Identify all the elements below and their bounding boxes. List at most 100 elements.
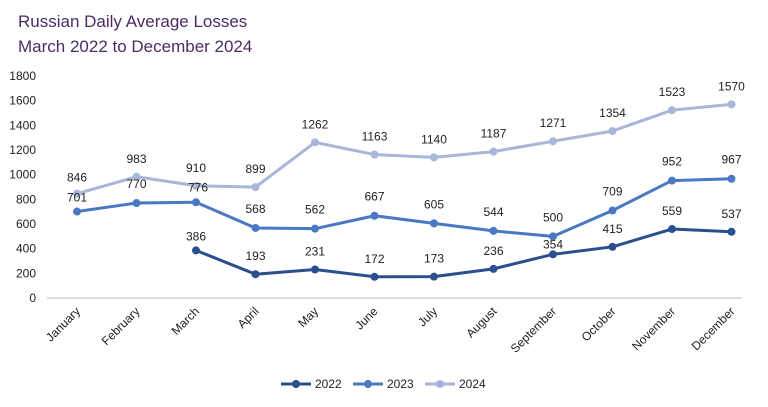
data-point-2024 <box>430 153 438 162</box>
data-point-2023 <box>430 219 438 228</box>
data-point-2024 <box>727 100 736 109</box>
series-line-2023 <box>76 177 732 238</box>
series-line-2024 <box>76 102 732 196</box>
legend-item-2022: 2022 <box>281 377 342 391</box>
data-point-2023 <box>608 206 617 215</box>
data-label-2022: 193 <box>245 249 265 263</box>
x-tick-label: August <box>463 304 500 341</box>
legend: 2022 2023 2024 <box>281 377 486 391</box>
y-tick-label: 0 <box>29 291 36 305</box>
chart-title: Russian Daily Average Losses <box>18 12 248 31</box>
data-point-2023 <box>192 198 200 207</box>
data-label-2022: 231 <box>305 245 325 259</box>
x-tick-label: July <box>415 304 440 329</box>
legend-label: 2022 <box>315 377 342 391</box>
data-point-2022 <box>311 265 319 274</box>
data-label-2023: 952 <box>662 155 682 169</box>
data-label-2024: 1523 <box>659 85 686 99</box>
data-label-2023: 544 <box>483 205 503 219</box>
x-tick-label: September <box>508 304 559 355</box>
data-point-2023 <box>668 176 676 185</box>
data-point-2023 <box>489 226 498 235</box>
legend-item-2024: 2024 <box>425 377 486 391</box>
data-point-2024 <box>608 127 617 136</box>
data-label-2023: 709 <box>602 185 622 199</box>
legend-swatch-marker <box>364 380 372 388</box>
data-point-2022 <box>430 272 438 281</box>
data-point-2022 <box>192 246 200 255</box>
data-label-2022: 537 <box>721 207 741 221</box>
data-label-2024: 1140 <box>421 132 447 146</box>
data-point-2023 <box>251 223 260 232</box>
data-label-2022: 386 <box>186 229 206 243</box>
data-label-2024: 1570 <box>718 79 745 93</box>
chart-subtitle: March 2022 to December 2024 <box>18 37 253 56</box>
data-point-2023 <box>370 211 379 220</box>
data-label-2024: 846 <box>67 171 87 185</box>
data-label-2022: 236 <box>483 244 503 258</box>
data-label-2022: 173 <box>424 252 444 266</box>
legend-item-2023: 2023 <box>353 377 414 391</box>
y-tick-label: 800 <box>16 192 36 206</box>
data-label-2023: 770 <box>126 177 146 191</box>
data-label-2024: 1262 <box>302 117 329 131</box>
data-point-2024 <box>549 137 557 146</box>
data-point-2024 <box>311 138 319 147</box>
data-point-2024 <box>73 189 81 198</box>
data-label-2023: 605 <box>424 197 444 211</box>
data-point-2022 <box>608 242 617 251</box>
y-tick-label: 200 <box>16 266 36 280</box>
data-label-2024: 1354 <box>599 106 626 120</box>
data-label-2024: 899 <box>245 162 265 176</box>
y-tick-label: 600 <box>16 217 36 231</box>
data-label-2024: 1187 <box>481 127 507 141</box>
data-label-2023: 667 <box>364 190 384 204</box>
data-label-2024: 910 <box>186 161 206 175</box>
data-point-2024 <box>251 183 260 192</box>
data-label-2024: 1163 <box>362 130 388 144</box>
data-point-2023 <box>132 199 141 208</box>
x-tick-label: February <box>99 304 143 348</box>
y-tick-label: 400 <box>16 242 36 256</box>
data-label-2024: 1271 <box>540 116 567 130</box>
x-tick-label: November <box>629 304 678 353</box>
data-labels: 386 193 231 172 173 236 354 415 559 537 701 770 776 5… <box>67 79 745 265</box>
data-label-2023: 568 <box>245 202 265 216</box>
series-line-2022 <box>195 227 732 279</box>
data-label-2022: 172 <box>364 252 384 266</box>
x-tick-label: April <box>235 304 262 331</box>
x-tick-label: May <box>295 304 321 330</box>
data-point-2024 <box>370 150 379 159</box>
data-label-2023: 562 <box>305 203 325 217</box>
data-point-2022 <box>251 270 260 279</box>
data-label-2022: 559 <box>662 204 682 218</box>
data-point-2022 <box>489 264 498 273</box>
x-tick-label: January <box>43 304 83 344</box>
series-lines <box>73 100 736 281</box>
y-tick-label: 1200 <box>9 143 36 157</box>
data-point-2023 <box>549 232 557 241</box>
data-label-2022: 415 <box>602 222 622 236</box>
x-tick-label: June <box>352 304 381 333</box>
x-tick-label: December <box>689 304 738 353</box>
y-tick-label: 1800 <box>9 69 36 83</box>
data-label-2024: 983 <box>126 152 146 166</box>
data-point-2022 <box>668 225 676 234</box>
data-point-2023 <box>727 174 736 183</box>
data-label-2023: 967 <box>721 153 741 167</box>
y-tick-label: 1000 <box>9 168 36 182</box>
y-tick-label: 1600 <box>9 94 36 108</box>
legend-label: 2024 <box>459 377 486 391</box>
data-point-2024 <box>668 106 676 115</box>
data-label-2023: 701 <box>67 191 87 205</box>
legend-swatch-marker <box>292 380 300 388</box>
data-point-2024 <box>132 172 141 181</box>
legend-label: 2023 <box>387 377 414 391</box>
data-point-2023 <box>73 207 81 216</box>
data-label-2023: 776 <box>188 180 208 194</box>
data-point-2023 <box>311 224 319 233</box>
legend-swatch-marker <box>436 380 444 388</box>
data-label-2022: 354 <box>543 237 563 251</box>
data-label-2023: 500 <box>543 210 563 224</box>
